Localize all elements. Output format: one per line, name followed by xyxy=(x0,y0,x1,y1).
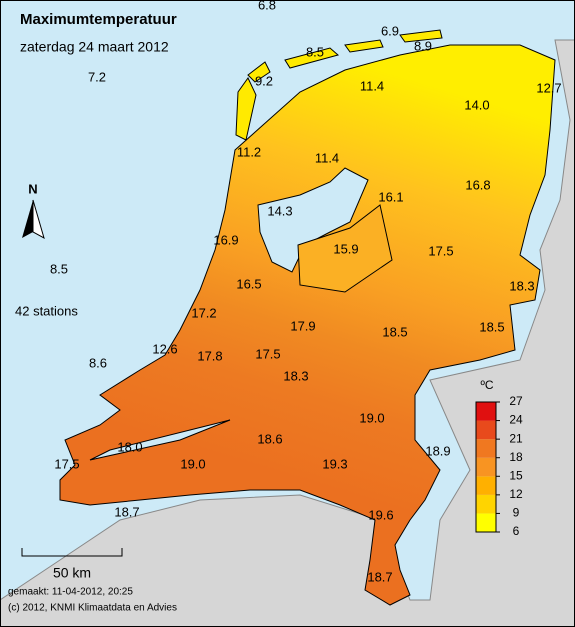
wadden-islands xyxy=(235,29,443,141)
station-value: 17.9 xyxy=(290,318,315,333)
station-value: 18.5 xyxy=(479,319,504,334)
made-note: gemaakt: 11-04-2012, 20:25 xyxy=(8,587,133,598)
legend-tick-label: 24 xyxy=(509,413,523,427)
station-value: 12.6 xyxy=(152,341,177,356)
station-value: 18.0 xyxy=(117,439,142,454)
station-value: 16.5 xyxy=(236,276,261,291)
flevoland xyxy=(297,204,393,293)
legend-swatch xyxy=(476,476,496,495)
legend-border xyxy=(475,401,497,533)
copyright: (c) 2012, KNMI Klimaatdata en Advies xyxy=(8,603,177,614)
station-value: 16.8 xyxy=(465,177,490,192)
station-value: 17.8 xyxy=(197,348,222,363)
station-value: 6.9 xyxy=(381,23,399,38)
legend-swatch xyxy=(476,513,496,532)
station-value: 14.0 xyxy=(464,97,489,112)
station-value: 9.2 xyxy=(255,73,273,88)
station-value: 18.3 xyxy=(509,278,534,293)
scale-bar xyxy=(21,548,123,557)
subtitle: zaterdag 24 maart 2012 xyxy=(20,39,169,55)
station-value: 18.3 xyxy=(283,368,308,383)
legend-swatch xyxy=(476,494,496,514)
station-value: 19.6 xyxy=(368,507,393,522)
legend-swatch xyxy=(476,457,496,477)
legend-swatch xyxy=(476,420,496,440)
title: Maximumtemperatuur xyxy=(20,11,177,28)
north-arrow-left xyxy=(22,200,33,238)
station-value: 11.4 xyxy=(360,78,384,93)
station-value: 18.9 xyxy=(425,443,450,458)
legend-tick-label: 9 xyxy=(513,506,520,520)
station-value: 16.1 xyxy=(378,189,403,204)
station-count: 42 stations xyxy=(15,303,78,318)
legend-unit: ºC xyxy=(480,378,493,392)
legend: 6 9 12 15 18 21 24 27 xyxy=(475,394,523,538)
legend-tick-label: 18 xyxy=(509,450,523,464)
station-value: 15.9 xyxy=(333,241,358,256)
station-value: 19.0 xyxy=(359,410,384,425)
station-value: 8.5 xyxy=(50,261,68,276)
station-value: 17.5 xyxy=(255,346,280,361)
station-value: 19.0 xyxy=(180,456,205,471)
station-value: 18.5 xyxy=(382,324,407,339)
station-value: 8.5 xyxy=(306,44,324,59)
station-value: 8.9 xyxy=(414,38,432,53)
legend-swatch xyxy=(476,439,496,458)
station-value: 11.4 xyxy=(315,150,339,165)
station-value: 18.7 xyxy=(367,569,392,584)
legend-tick-label: 12 xyxy=(509,487,523,501)
station-value: 18.6 xyxy=(257,431,282,446)
neighbour-land xyxy=(0,39,575,627)
netherlands xyxy=(59,44,556,606)
station-values: 6.8 6.9 8.5 8.9 9.2 7.2 11.4 14.0 12.7 1… xyxy=(50,0,562,584)
station-value: 8.6 xyxy=(89,355,107,370)
legend-tick-label: 27 xyxy=(509,394,523,408)
station-value: 12.7 xyxy=(536,80,561,95)
north-label: N xyxy=(28,181,37,196)
station-value: 17.5 xyxy=(428,243,453,258)
station-value: 16.9 xyxy=(213,232,238,247)
station-value: 17.2 xyxy=(191,305,216,320)
station-value: 18.7 xyxy=(114,504,139,519)
scale-label: 50 km xyxy=(53,565,91,581)
legend-tick-label: 21 xyxy=(509,431,523,445)
north-arrow-right xyxy=(32,199,45,240)
ijsselmeer xyxy=(257,167,369,273)
legend-swatch xyxy=(476,402,496,421)
station-value: 11.2 xyxy=(237,144,261,159)
estuary xyxy=(89,419,231,461)
legend-tick-label: 15 xyxy=(509,468,523,482)
station-value: 19.3 xyxy=(322,456,347,471)
station-value: 7.2 xyxy=(88,69,106,84)
station-value: 17.5 xyxy=(54,456,79,471)
station-value: 6.8 xyxy=(258,0,276,12)
legend-tick-label: 6 xyxy=(513,524,520,538)
station-value: 14.3 xyxy=(267,203,292,218)
